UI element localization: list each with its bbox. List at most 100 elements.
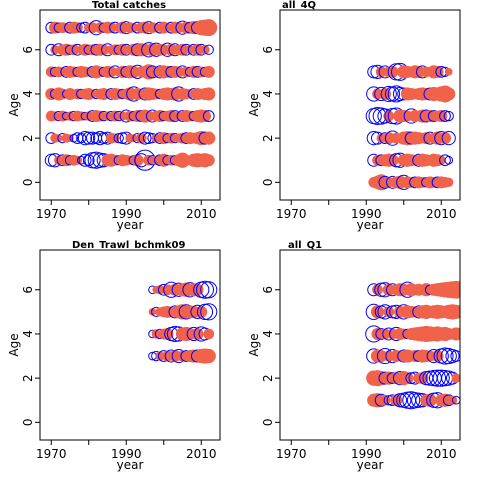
- bubble-positive: [105, 22, 117, 34]
- x-tick-label: 1970: [276, 207, 307, 221]
- bubble-negative: [76, 132, 87, 144]
- bubble-negative: [443, 110, 454, 122]
- bubble-negative: [196, 280, 214, 299]
- bubble-positive: [102, 111, 113, 121]
- bubble-negative: [113, 132, 124, 144]
- y-axis-label: Age: [7, 93, 21, 116]
- bubble-negative: [428, 369, 447, 387]
- panel-title: Den_Trawl_bchmk09: [72, 240, 186, 251]
- bubble-positive: [203, 328, 215, 340]
- bubble-positive: [420, 132, 433, 145]
- bubble-negative: [436, 347, 454, 365]
- bubble-positive: [449, 327, 460, 341]
- bubble-positive: [129, 134, 138, 142]
- bubble-positive: [449, 304, 460, 319]
- bubble-positive: [202, 131, 216, 145]
- bubble-positive: [45, 66, 57, 78]
- bubble-positive: [151, 329, 161, 339]
- y-tick-label: 6: [21, 46, 35, 54]
- y-tick-label: 0: [21, 419, 35, 427]
- bubble-positive: [198, 110, 212, 123]
- bubble-positive: [202, 65, 215, 78]
- bubble-positive: [68, 44, 80, 56]
- bubble-positive: [165, 132, 177, 144]
- bubble-positive: [60, 43, 73, 56]
- panel-3: Den_Trawl_bchmk09 1970 1990 2010 0 2 4 6 year Age: [7, 240, 221, 472]
- bubble-negative: [365, 107, 382, 125]
- bubble-positive: [435, 110, 448, 123]
- y-axis-label: Age: [7, 333, 21, 356]
- x-axis-label: year: [357, 218, 384, 232]
- x-tick-label: 1970: [36, 447, 67, 461]
- bubble-negative: [82, 131, 96, 145]
- bubble-negative: [451, 395, 460, 405]
- bubble-positive: [383, 110, 395, 122]
- bubbles: [365, 280, 460, 410]
- bubble-positive: [94, 110, 106, 122]
- bubble-positive: [129, 23, 139, 33]
- bubble-positive: [201, 348, 216, 364]
- y-tick-label: 6: [21, 286, 35, 294]
- bubble-negative: [200, 303, 218, 321]
- bubble-negative: [402, 391, 421, 410]
- bubble-positive: [401, 372, 414, 385]
- bubble-positive: [371, 327, 384, 340]
- y-tick-label: 2: [21, 374, 35, 382]
- x-tick-label: 1990: [111, 447, 142, 461]
- bubble-positive: [60, 154, 73, 167]
- bubble-negative: [440, 347, 457, 365]
- bubble-positive: [168, 350, 182, 363]
- bubble-negative: [441, 131, 456, 146]
- bubble-negative: [200, 281, 218, 299]
- bubble-positive: [153, 110, 167, 123]
- bubble-positive: [65, 111, 75, 121]
- bubble-negative: [439, 154, 451, 167]
- bubble-positive: [412, 65, 425, 78]
- bubble-positive: [200, 45, 210, 55]
- bubble-positive: [116, 21, 129, 34]
- y-tick-label: 0: [261, 419, 275, 427]
- y-tick-label: 4: [21, 90, 35, 98]
- x-tick-label: 1990: [351, 447, 382, 461]
- bubble-negative: [202, 110, 215, 122]
- bubble-positive: [155, 351, 165, 361]
- y-tick-label: 6: [261, 286, 275, 294]
- bubble-negative: [432, 369, 450, 387]
- bubble-positive: [127, 65, 140, 78]
- y-tick-label: 2: [21, 134, 35, 142]
- bubble-positive: [187, 65, 200, 78]
- x-axis-label: year: [117, 218, 144, 232]
- bubble-positive: [155, 285, 165, 295]
- panel-4: all_Q1 1970 1990 2010 0 2 4 6 year Age: [247, 240, 461, 472]
- bubble-positive: [447, 280, 460, 299]
- bubble-positive: [116, 43, 129, 56]
- bubble-positive: [451, 373, 460, 383]
- bubble-positive: [165, 43, 178, 56]
- bubble-positive: [379, 328, 391, 340]
- bubble-positive: [78, 43, 92, 56]
- bubble-negative: [380, 85, 397, 103]
- bubble-positive: [202, 87, 216, 101]
- y-tick-label: 2: [261, 134, 275, 142]
- bubbles: [365, 62, 456, 191]
- x-tick-label: 1990: [351, 207, 382, 221]
- y-tick-label: 0: [21, 179, 35, 187]
- y-tick-label: 4: [21, 330, 35, 338]
- bubble-negative: [450, 350, 460, 362]
- bubble-positive: [50, 111, 60, 121]
- x-tick-label: 1990: [111, 207, 142, 221]
- bubble-positive: [431, 350, 444, 363]
- bubble-negative: [138, 131, 152, 145]
- bubble-positive: [382, 283, 395, 296]
- x-tick-label: 1970: [36, 207, 67, 221]
- bubble-positive: [48, 21, 62, 34]
- bubble-positive: [165, 110, 178, 123]
- bubble-positive: [438, 393, 452, 407]
- x-axis-label: year: [357, 458, 384, 472]
- bubble-positive: [54, 134, 63, 142]
- x-tick-label: 1970: [276, 447, 307, 461]
- plot-frame: [39, 9, 221, 201]
- bubble-positive: [200, 19, 218, 37]
- x-tick-label: 2010: [186, 207, 217, 221]
